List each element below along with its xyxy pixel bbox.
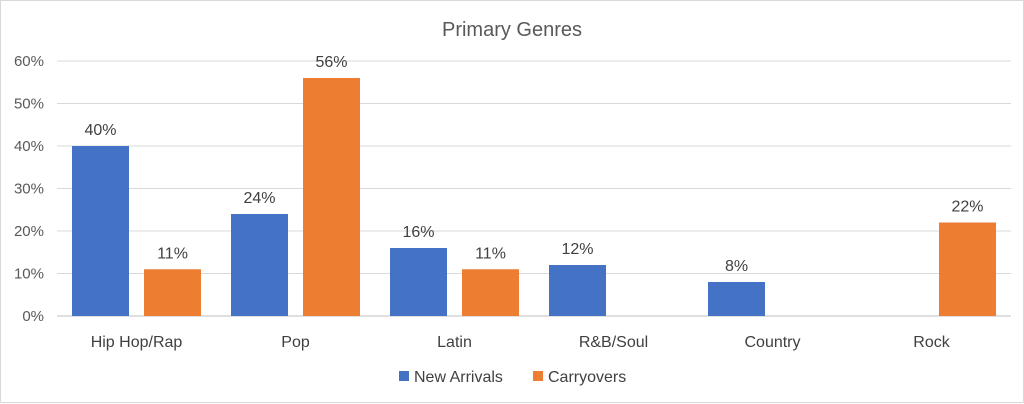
data-label: 22% — [951, 199, 983, 216]
data-label: 8% — [725, 258, 748, 275]
x-tick-label: Latin — [437, 334, 472, 351]
legend-label: Carryovers — [548, 369, 626, 386]
bar-new-arrivals — [231, 214, 288, 316]
data-label: 24% — [243, 190, 275, 207]
legend-label: New Arrivals — [414, 369, 503, 386]
data-label: 16% — [402, 224, 434, 241]
y-axis: 0% 10% 20% 30% 40% 50% 60% — [14, 53, 44, 325]
data-labels: 40% 11% 24% 56% 16% 11% 12% 8% 22% — [84, 54, 983, 275]
y-tick-label: 30% — [14, 181, 44, 198]
y-tick-label: 40% — [14, 138, 44, 155]
y-tick-label: 10% — [14, 266, 44, 283]
chart-title: Primary Genres — [442, 19, 582, 41]
data-label: 11% — [157, 245, 188, 262]
bar-carryovers — [462, 269, 519, 316]
y-tick-label: 0% — [22, 308, 44, 325]
data-label: 11% — [475, 245, 506, 262]
bar-carryovers — [939, 222, 996, 316]
legend-swatch — [399, 371, 409, 381]
x-tick-label: Hip Hop/Rap — [91, 334, 183, 351]
x-tick-label: Rock — [913, 334, 950, 351]
x-tick-label: Country — [744, 334, 800, 351]
x-tick-label: R&B/Soul — [579, 334, 648, 351]
gridlines — [57, 60, 1011, 317]
legend: New Arrivals Carryovers — [399, 369, 626, 386]
bar-carryovers — [303, 78, 360, 316]
y-tick-label: 50% — [14, 96, 44, 113]
bar-new-arrivals — [72, 146, 129, 316]
y-tick-label: 20% — [14, 223, 44, 240]
bar-new-arrivals — [549, 265, 606, 316]
x-axis: Hip Hop/Rap Pop Latin R&B/Soul Country Rock — [91, 334, 951, 351]
bar-new-arrivals — [390, 248, 447, 316]
bar-carryovers — [144, 269, 201, 316]
bar-new-arrivals — [708, 282, 765, 316]
y-tick-label: 60% — [14, 53, 44, 70]
data-label: 56% — [315, 54, 347, 71]
data-label: 40% — [84, 122, 116, 139]
bars — [72, 78, 996, 316]
legend-swatch — [533, 371, 543, 381]
data-label: 12% — [561, 241, 593, 258]
x-tick-label: Pop — [281, 334, 310, 351]
